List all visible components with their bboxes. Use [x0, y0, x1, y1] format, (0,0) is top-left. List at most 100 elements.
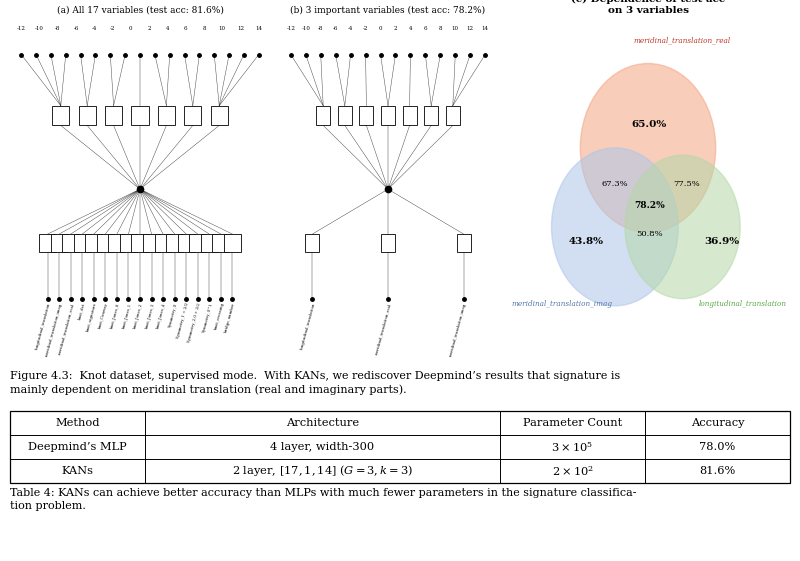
Text: 78.2%: 78.2% [634, 201, 665, 210]
Text: 4: 4 [409, 26, 412, 31]
FancyBboxPatch shape [158, 105, 175, 126]
FancyBboxPatch shape [381, 234, 395, 252]
Text: -8: -8 [55, 26, 61, 31]
Title: (c) Dependence of test acc
on 3 variables: (c) Dependence of test acc on 3 variable… [571, 0, 725, 15]
Text: Deepmind’s MLP: Deepmind’s MLP [28, 442, 127, 452]
FancyBboxPatch shape [52, 105, 70, 126]
Text: longitudinal_translation: longitudinal_translation [35, 302, 51, 350]
Text: KANs: KANs [62, 466, 94, 476]
Text: 77.5%: 77.5% [674, 180, 700, 188]
Text: 4: 4 [166, 26, 169, 31]
Text: Figure 4.3:  Knot dataset, supervised mode.  With KANs, we rediscover Deepmind’s: Figure 4.3: Knot dataset, supervised mod… [10, 371, 620, 394]
Text: 81.6%: 81.6% [699, 466, 736, 476]
Text: -6: -6 [74, 26, 78, 31]
Text: 6: 6 [424, 26, 427, 31]
Text: -12: -12 [286, 26, 295, 31]
FancyBboxPatch shape [381, 105, 395, 126]
FancyBboxPatch shape [446, 105, 460, 126]
Bar [10, 411, 790, 483]
FancyBboxPatch shape [316, 105, 330, 126]
Text: 2: 2 [147, 26, 151, 31]
Circle shape [580, 63, 716, 232]
Text: 65.0%: 65.0% [632, 120, 667, 129]
FancyBboxPatch shape [338, 105, 352, 126]
Text: meridinal_translation_real: meridinal_translation_real [57, 302, 74, 355]
Text: 12: 12 [237, 26, 244, 31]
Text: meridinal_translation_imag: meridinal_translation_imag [511, 300, 612, 308]
Text: knot_Jones_4: knot_Jones_4 [156, 302, 167, 329]
Text: 78.0%: 78.0% [699, 442, 736, 452]
Text: -8: -8 [318, 26, 323, 31]
FancyBboxPatch shape [457, 234, 470, 252]
Text: Table 4: KANs can achieve better accuracy than MLPs with much fewer parameters i: Table 4: KANs can achieve better accurac… [10, 488, 637, 511]
FancyBboxPatch shape [105, 105, 122, 126]
Text: Parameter Count: Parameter Count [523, 418, 622, 427]
FancyBboxPatch shape [131, 234, 149, 252]
Text: 10: 10 [452, 26, 458, 31]
Text: Symmetry_1 + 2/2: Symmetry_1 + 2/2 [177, 302, 190, 339]
FancyBboxPatch shape [306, 234, 319, 252]
Text: Accuracy: Accuracy [690, 418, 744, 427]
Text: -6: -6 [333, 26, 338, 31]
Text: 14: 14 [482, 26, 489, 31]
Text: 14: 14 [255, 26, 262, 31]
Text: knot_Conway: knot_Conway [98, 302, 110, 329]
FancyBboxPatch shape [78, 105, 96, 126]
Text: 0: 0 [129, 26, 133, 31]
FancyBboxPatch shape [143, 234, 160, 252]
Text: knot_crossing: knot_crossing [214, 302, 225, 330]
Text: $2 \times 10^{2}$: $2 \times 10^{2}$ [551, 464, 594, 478]
Text: -10: -10 [302, 26, 310, 31]
Text: Method: Method [55, 418, 100, 427]
Text: 43.8%: 43.8% [569, 237, 603, 246]
FancyBboxPatch shape [131, 105, 149, 126]
Text: Architecture: Architecture [286, 418, 359, 427]
Text: Symmetry_2.0 + 2/2: Symmetry_2.0 + 2/2 [187, 302, 202, 343]
FancyBboxPatch shape [166, 234, 183, 252]
FancyBboxPatch shape [97, 234, 114, 252]
FancyBboxPatch shape [184, 105, 202, 126]
Text: -10: -10 [35, 26, 44, 31]
Text: knot_det: knot_det [78, 302, 86, 320]
Text: 8: 8 [202, 26, 206, 31]
Text: longitudinal_translation: longitudinal_translation [699, 300, 787, 308]
FancyBboxPatch shape [74, 234, 91, 252]
Text: meridinal_translation_imag: meridinal_translation_imag [450, 302, 467, 357]
Text: meridinal_translation_real: meridinal_translation_real [634, 36, 731, 44]
Text: 12: 12 [466, 26, 474, 31]
FancyBboxPatch shape [224, 234, 241, 252]
Text: 50.8%: 50.8% [636, 230, 662, 238]
FancyBboxPatch shape [210, 105, 228, 126]
FancyBboxPatch shape [402, 105, 417, 126]
Text: knot_Jones_3: knot_Jones_3 [145, 302, 155, 329]
Text: -2: -2 [110, 26, 115, 31]
Text: meridinal_translation_real: meridinal_translation_real [374, 302, 392, 355]
Text: -12: -12 [17, 26, 26, 31]
Text: knot_Jones_2: knot_Jones_2 [134, 302, 144, 329]
Circle shape [625, 155, 740, 298]
FancyBboxPatch shape [86, 234, 102, 252]
Text: -2: -2 [363, 26, 368, 31]
Text: 4 layer, width-300: 4 layer, width-300 [270, 442, 374, 452]
Title: (a) All 17 variables (test acc: 81.6%): (a) All 17 variables (test acc: 81.6%) [57, 6, 223, 15]
Text: 2 layer, $[17, 1, 14]$ $(G = 3, k = 3)$: 2 layer, $[17, 1, 14]$ $(G = 3, k = 3)$ [232, 463, 413, 479]
Circle shape [551, 148, 678, 306]
Text: knot_Jones_1: knot_Jones_1 [122, 302, 132, 329]
FancyBboxPatch shape [120, 234, 137, 252]
Text: 10: 10 [218, 26, 226, 31]
Text: knot_Jones_0: knot_Jones_0 [110, 302, 121, 329]
Text: 36.9%: 36.9% [704, 237, 739, 246]
Text: -4: -4 [348, 26, 354, 31]
Text: bridge_number: bridge_number [224, 302, 236, 333]
FancyBboxPatch shape [108, 234, 126, 252]
FancyBboxPatch shape [212, 234, 230, 252]
Text: 0: 0 [378, 26, 382, 31]
Text: Symmetry_0^1: Symmetry_0^1 [202, 302, 213, 333]
FancyBboxPatch shape [39, 234, 56, 252]
Text: $3 \times 10^{5}$: $3 \times 10^{5}$ [551, 440, 594, 454]
Text: 8: 8 [438, 26, 442, 31]
FancyBboxPatch shape [189, 234, 206, 252]
FancyBboxPatch shape [178, 234, 194, 252]
FancyBboxPatch shape [201, 234, 218, 252]
FancyBboxPatch shape [62, 234, 79, 252]
